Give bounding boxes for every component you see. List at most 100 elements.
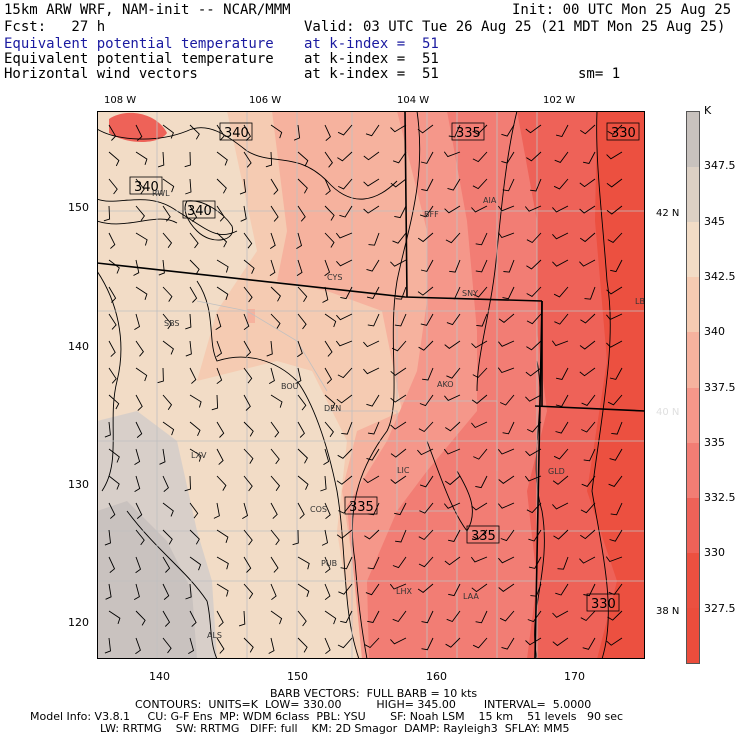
- contour-label: 335: [349, 500, 374, 515]
- wind-barb: [162, 529, 173, 545]
- wind-barb: [365, 124, 380, 137]
- wind-barb: [158, 259, 165, 276]
- wind-barb: [447, 178, 461, 191]
- wind-barb: [473, 448, 488, 460]
- wind-barb: [189, 556, 202, 571]
- wind-barb: [606, 151, 623, 160]
- wind-barb: [364, 529, 380, 540]
- wind-barb: [390, 448, 407, 458]
- wind-barb: [394, 313, 407, 327]
- wind-barb: [162, 421, 175, 436]
- wind-barb: [390, 475, 407, 484]
- wind-barb: [135, 556, 142, 574]
- thetae-fill-327: [587, 111, 645, 659]
- wind-barb: [269, 232, 276, 249]
- border-co-ks: [404, 111, 543, 659]
- wind-barb: [443, 448, 461, 455]
- station-label: LBF: [635, 297, 645, 306]
- wind-barb: [526, 259, 542, 270]
- wind-barb: [609, 367, 623, 380]
- wind-barb: [390, 124, 407, 133]
- wind-barb: [421, 637, 434, 651]
- wind-barb: [216, 637, 225, 654]
- contour-label: 340: [134, 180, 159, 195]
- wind-barb: [498, 340, 515, 347]
- wind-barb: [270, 448, 280, 465]
- wind-barb: [297, 556, 310, 570]
- wind-barb: [552, 475, 569, 485]
- wind-barb: [162, 205, 171, 222]
- wind-barb: [606, 340, 623, 348]
- wind-barb: [555, 124, 569, 138]
- colorbar-segment: [687, 277, 699, 336]
- wind-barb: [189, 124, 200, 140]
- wind-barb: [584, 286, 596, 300]
- wind-barb: [135, 340, 144, 357]
- colorbar-label: 332.5: [704, 491, 736, 505]
- wind-barb: [444, 556, 461, 566]
- wind-barb: [554, 313, 569, 325]
- wind-barb: [338, 178, 353, 190]
- wind-barb: [525, 367, 542, 377]
- wind-barb: [189, 502, 199, 519]
- wind-barb: [216, 178, 227, 194]
- station-label: RWL: [152, 189, 170, 198]
- wind-barb: [443, 151, 461, 158]
- wind-barb: [162, 124, 174, 139]
- wind-barb: [242, 502, 249, 519]
- wind-barb: [337, 124, 353, 136]
- wind-barb: [243, 421, 254, 437]
- wind-barb: [525, 124, 542, 134]
- wind-barb: [162, 313, 172, 330]
- wind-barb: [270, 583, 277, 601]
- wind-barb: [366, 448, 380, 461]
- wind-barb: [580, 502, 596, 514]
- wind-barb: [340, 556, 353, 570]
- wind-barb: [243, 151, 252, 168]
- wind-barb: [476, 313, 488, 327]
- colorbar-label: 347.5: [704, 159, 736, 173]
- wind-barb: [340, 610, 353, 624]
- wind-barb: [243, 394, 251, 411]
- wind-barb: [419, 205, 434, 218]
- wind-barb: [579, 340, 596, 350]
- thetae-fill-347: [97, 501, 197, 659]
- contour-label: 330: [591, 597, 616, 612]
- wind-barb: [108, 556, 116, 573]
- wind-barb: [579, 178, 596, 188]
- wind-barb: [162, 340, 174, 355]
- smoothing-label: sm= 1: [578, 66, 621, 82]
- wind-barb: [525, 394, 542, 402]
- wind-barb: [446, 367, 461, 379]
- wind-barb: [270, 394, 283, 408]
- wind-barb: [157, 151, 165, 168]
- wind-barb: [297, 610, 307, 627]
- wind-barb: [108, 448, 120, 463]
- wind-barb: [606, 205, 623, 215]
- lat-label: 38 N: [656, 606, 680, 617]
- wind-barb: [324, 232, 335, 248]
- wind-barb: [297, 151, 309, 167]
- wind-barb: [243, 556, 252, 573]
- wind-barb: [526, 286, 542, 297]
- wind-barb: [579, 205, 596, 214]
- wind-barb: [162, 583, 170, 600]
- wind-barb: [502, 421, 515, 435]
- wind-barb: [320, 475, 327, 492]
- wind-barb: [243, 583, 254, 599]
- forecast-hour: Fcst: 27 h: [4, 19, 106, 35]
- wind-barb: [417, 232, 434, 243]
- wind-barb: [324, 583, 331, 601]
- wind-barb: [188, 637, 195, 654]
- wind-barb: [363, 151, 380, 161]
- wind-barb: [134, 313, 141, 330]
- wind-barb: [324, 421, 334, 438]
- wind-barb: [297, 205, 306, 222]
- wind-barb: [243, 475, 253, 492]
- wind-barb: [243, 448, 254, 464]
- wind-barb: [502, 286, 515, 300]
- wind-barb: [395, 286, 407, 300]
- station-label: CYS: [327, 273, 342, 282]
- wind-barb: [108, 151, 120, 167]
- wind-barb: [297, 178, 308, 194]
